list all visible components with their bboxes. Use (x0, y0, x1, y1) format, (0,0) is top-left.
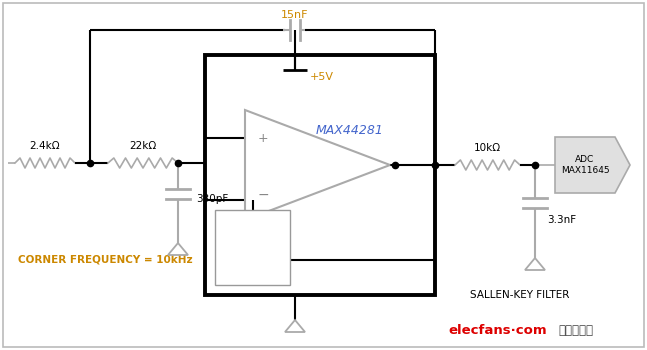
Text: CORNER FREQUENCY = 10kHz: CORNER FREQUENCY = 10kHz (18, 255, 193, 265)
Polygon shape (555, 137, 630, 193)
Text: +: + (258, 132, 269, 145)
Text: 电子发烧友: 电子发烧友 (558, 323, 593, 336)
Text: 10kΩ: 10kΩ (474, 143, 501, 153)
Bar (205, 55, 435, 295)
Text: 15nF: 15nF (281, 10, 309, 20)
Text: elecfans·com: elecfans·com (448, 323, 547, 336)
Bar (215, 210, 290, 285)
Text: ADC
MAX11645: ADC MAX11645 (561, 155, 609, 175)
Text: +5V: +5V (310, 72, 334, 82)
Text: 22kΩ: 22kΩ (129, 141, 157, 151)
Text: 2.4kΩ: 2.4kΩ (30, 141, 60, 151)
Text: −: − (258, 188, 269, 202)
Text: 330pF: 330pF (196, 194, 228, 204)
Text: SALLEN-KEY FILTER: SALLEN-KEY FILTER (470, 290, 569, 300)
Text: 3.3nF: 3.3nF (547, 215, 576, 225)
Text: MAX44281: MAX44281 (316, 124, 384, 136)
